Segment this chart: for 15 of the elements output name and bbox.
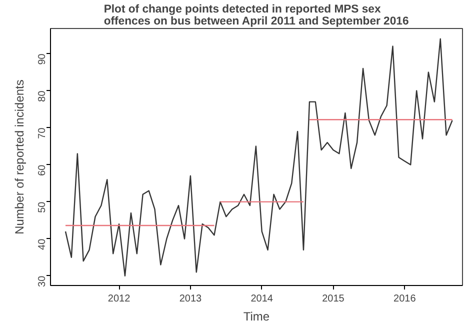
y-tick-label: 60 — [37, 164, 48, 176]
y-tick-label: 80 — [37, 90, 48, 102]
x-tick-label: 2012 — [108, 294, 131, 304]
y-tick-label: 70 — [37, 127, 48, 139]
x-tick-label: 2013 — [179, 294, 202, 304]
y-axis-title: Number of reported incidents — [12, 80, 26, 234]
x-tick-label: 2015 — [322, 294, 345, 304]
y-tick-label: 90 — [37, 53, 48, 65]
x-axis-title: Time — [243, 310, 270, 324]
y-tick-label: 30 — [37, 275, 48, 287]
chart-title: Plot of change points detected in reported MPS sex offences on bus between April 2011 and September 2016 — [104, 4, 409, 28]
x-tick-label: 2016 — [394, 294, 416, 304]
y-tick-label: 50 — [37, 201, 48, 213]
x-tick-label: 2014 — [250, 294, 274, 304]
y-tick-label: 40 — [37, 238, 48, 250]
